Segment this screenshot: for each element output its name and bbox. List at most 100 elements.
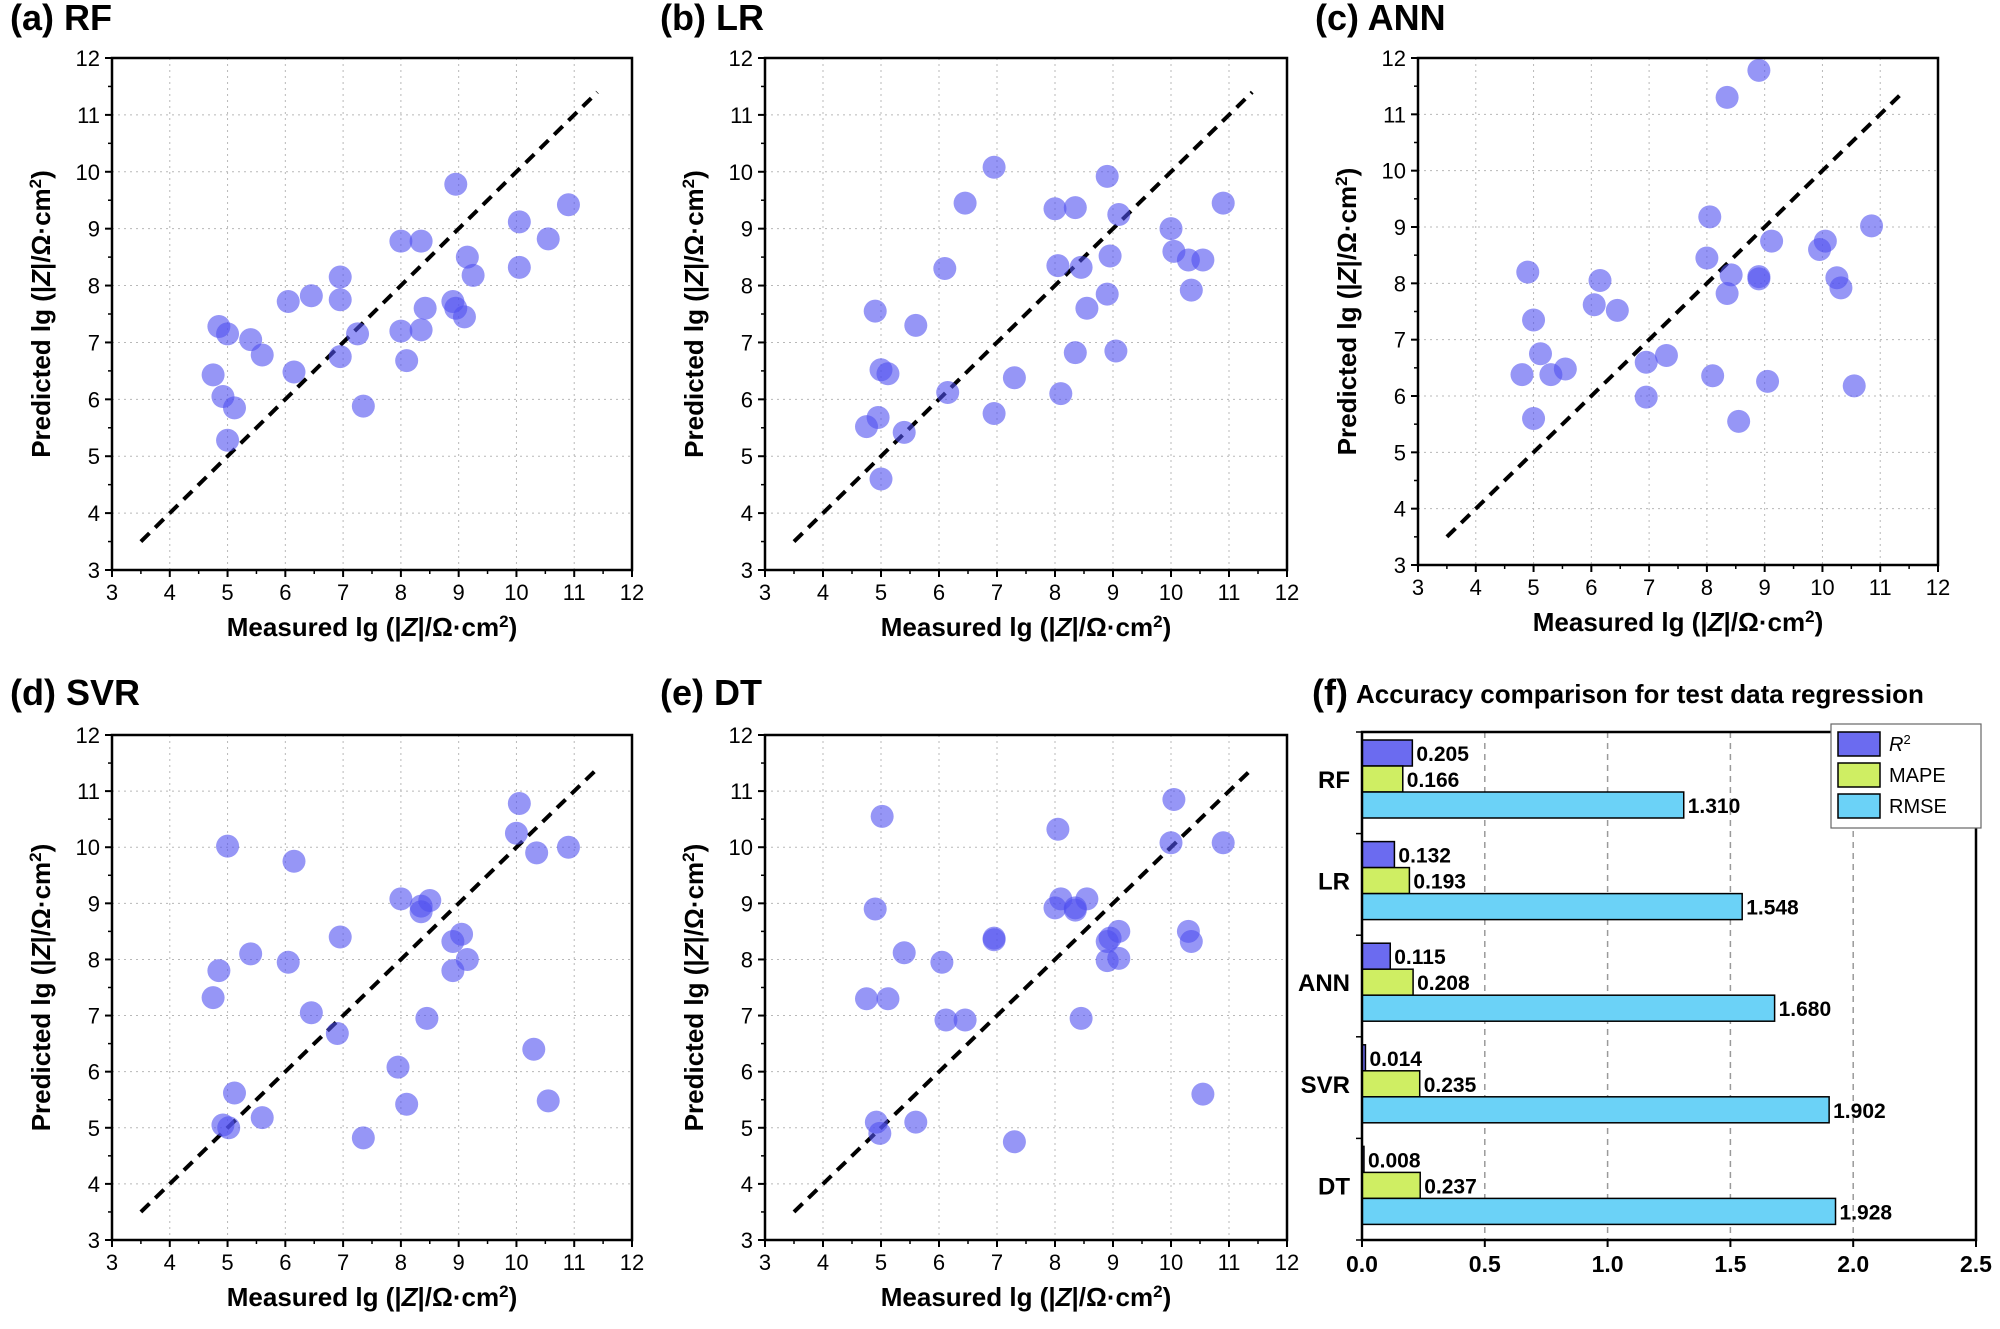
x-tick-label: 11 [1869,575,1892,600]
x-tick-label: 2.0 [1837,1251,1869,1277]
bar-rmse-ann [1361,994,1776,1022]
y-tick-label: 10 [729,835,753,860]
x-tick-label: 12 [1926,575,1950,600]
scatter-point [389,319,413,343]
scatter-point [328,345,352,369]
y-tick-label: 11 [1383,102,1406,127]
bar-value-label: 0.193 [1413,871,1466,894]
y-tick-label: 5 [741,1116,753,1141]
scatter-point [1002,1130,1026,1154]
scatter-point [409,318,433,342]
x-tick-label: 0.5 [1469,1251,1501,1277]
x-tick-label: 7 [991,580,1003,605]
scatter-point [1162,788,1186,812]
bar-r2-lr [1361,840,1396,869]
scatter-panel-1: (b) LR 3 4 5 6 7 8 9 10 11 12 3 4 5 6 7 8 9 10 11 12 Measured… [660,0,1299,642]
scatter-point [1211,191,1235,215]
scatter-point [1104,339,1128,363]
scatter-point [1191,1082,1215,1106]
scatter-point [325,1022,349,1046]
scatter-point [386,1055,410,1079]
x-tick-label: 5 [221,1250,233,1275]
y-axis-label: Predicted lg (|Z|/Ω·cm2) [1332,168,1363,456]
category-label: RF [1318,767,1350,794]
scatter-point [1860,214,1884,238]
scatter-point [1582,293,1606,317]
scatter-point [328,288,352,312]
x-tick-label: 5 [875,1250,887,1275]
bar-mape-dt [1361,1171,1421,1200]
x-tick-label: 7 [337,1250,349,1275]
scatter-point [953,191,977,215]
x-tick-label: 6 [1585,575,1597,600]
bar-rmse-dt [1361,1197,1837,1226]
bar-value-label: 1.902 [1833,1100,1886,1123]
y-tick-label: 7 [741,330,753,355]
x-tick-label: 0.0 [1346,1251,1378,1277]
y-axis-label: Predicted lg (|Z|/Ω·cm2) [679,844,710,1132]
scatter-point [1095,282,1119,306]
x-tick-label: 8 [1049,580,1061,605]
x-tick-label: 12 [620,580,644,605]
scatter-point [1002,366,1026,390]
x-axis-label: Measured lg (|Z|/Ω·cm2) [227,1282,518,1313]
scatter-point [1063,341,1087,365]
x-tick-label: 11 [563,580,586,605]
scatter-point [1107,919,1131,943]
scatter-point [876,987,900,1011]
y-tick-label: 9 [88,217,100,242]
y-tick-label: 11 [730,779,753,804]
x-tick-label: 9 [453,580,465,605]
bar-value-label: 0.237 [1424,1175,1477,1198]
scatter-point [982,928,1006,952]
y-tick-label: 10 [76,160,100,185]
bar-value-label: 0.205 [1416,743,1469,766]
y-tick-label: 6 [741,387,753,412]
bar-value-label: 0.008 [1368,1149,1421,1172]
scatter-point [507,210,531,234]
scatter-point [1211,831,1235,855]
scatter-point [299,1001,323,1025]
x-tick-label: 11 [1218,1250,1241,1275]
y-tick-label: 11 [77,779,100,804]
x-tick-label: 5 [1527,575,1539,600]
scatter-point [455,947,479,971]
y-tick-label: 12 [76,46,100,71]
scatter-point [1069,1006,1093,1030]
y-tick-label: 7 [1394,328,1406,353]
y-tick-label: 6 [741,1060,753,1085]
scatter-point [892,941,916,965]
bar-value-label: 0.208 [1417,972,1470,995]
bar-rmse-lr [1361,892,1743,921]
scatter-point [934,1008,958,1032]
bar-mape-svr [1361,1070,1421,1098]
scatter-point [892,420,916,444]
scatter-point [282,360,306,384]
scatter-point [1191,248,1215,272]
y-axis-label: Predicted lg (|Z|/Ω·cm2) [679,170,710,458]
scatter-point [1522,308,1546,332]
x-axis-label: Measured lg (|Z|/Ω·cm2) [227,612,518,643]
x-tick-label: 10 [1159,1250,1183,1275]
scatter-point [217,1116,241,1140]
bar-value-label: 1.310 [1688,795,1741,818]
bar-value-label: 0.115 [1394,946,1446,969]
y-tick-label: 12 [76,723,100,748]
scatter-point [556,835,580,859]
x-tick-label: 6 [933,1250,945,1275]
scatter-point [413,296,437,320]
y-tick-label: 3 [88,1228,100,1253]
scatter-point [904,313,928,337]
scatter-panel-3: (d) SVR 3 4 5 6 7 8 9 10 11 12 3 4 5 6 7 8 9 10 11 12 Measure… [10,672,644,1312]
scatter-point [201,986,225,1010]
scatter-point [1553,357,1577,381]
y-tick-label: 9 [1394,215,1406,240]
scatter-point [207,959,231,983]
scatter-point [346,322,370,346]
x-tick-label: 11 [1218,580,1241,605]
category-label: DT [1318,1173,1350,1200]
scatter-point [1107,946,1131,970]
scatter-point [1634,385,1658,409]
